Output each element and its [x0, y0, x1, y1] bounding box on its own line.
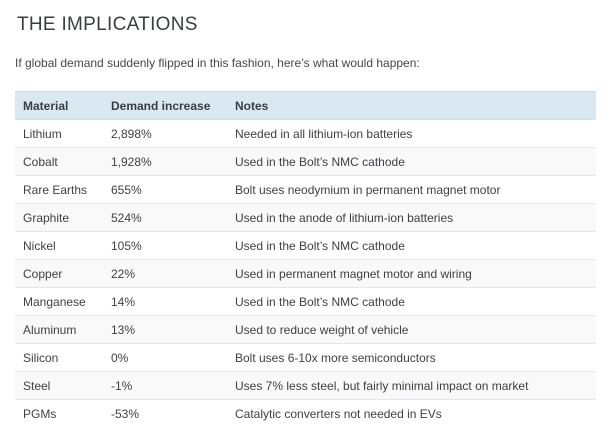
table-row: Steel-1%Uses 7% less steel, but fairly m… [15, 372, 596, 400]
table-header: Material Demand increase Notes [15, 92, 596, 120]
notes-cell: Needed in all lithium-ion batteries [227, 120, 596, 148]
demand-increase-cell: 655% [103, 176, 227, 204]
notes-cell: Used in the Bolt’s NMC cathode [227, 232, 596, 260]
demand-increase-cell: 13% [103, 316, 227, 344]
table-header-row: Material Demand increase Notes [15, 92, 596, 120]
column-header-demand-increase: Demand increase [103, 92, 227, 120]
material-cell: Lithium [15, 120, 103, 148]
notes-cell: Used in permanent magnet motor and wirin… [227, 260, 596, 288]
page-subtitle: If global demand suddenly flipped in thi… [15, 56, 596, 70]
material-cell: Manganese [15, 288, 103, 316]
page-title: THE IMPLICATIONS [17, 14, 596, 36]
notes-cell: Uses 7% less steel, but fairly minimal i… [227, 372, 596, 400]
column-header-material: Material [15, 92, 103, 120]
demand-increase-cell: 14% [103, 288, 227, 316]
notes-cell: Used in the anode of lithium-ion batteri… [227, 204, 596, 232]
table-row: PGMs-53%Catalytic converters not needed … [15, 400, 596, 427]
demand-increase-cell: 524% [103, 204, 227, 232]
demand-increase-cell: 0% [103, 344, 227, 372]
material-cell: Aluminum [15, 316, 103, 344]
notes-cell: Bolt uses 6-10x more semiconductors [227, 344, 596, 372]
demand-increase-cell: 22% [103, 260, 227, 288]
notes-cell: Used in the Bolt’s NMC cathode [227, 148, 596, 176]
material-cell: Copper [15, 260, 103, 288]
demand-increase-cell: -1% [103, 372, 227, 400]
material-cell: Rare Earths [15, 176, 103, 204]
notes-cell: Used to reduce weight of vehicle [227, 316, 596, 344]
notes-cell: Catalytic converters not needed in EVs [227, 400, 596, 427]
material-cell: Steel [15, 372, 103, 400]
demand-increase-cell: 105% [103, 232, 227, 260]
column-header-notes: Notes [227, 92, 596, 120]
demand-increase-cell: 1,928% [103, 148, 227, 176]
notes-cell: Used in the Bolt’s NMC cathode [227, 288, 596, 316]
material-cell: Cobalt [15, 148, 103, 176]
material-cell: Graphite [15, 204, 103, 232]
demand-increase-cell: 2,898% [103, 120, 227, 148]
notes-cell: Bolt uses neodymium in permanent magnet … [227, 176, 596, 204]
material-cell: PGMs [15, 400, 103, 427]
demand-increase-cell: -53% [103, 400, 227, 427]
material-cell: Nickel [15, 232, 103, 260]
material-cell: Silicon [15, 344, 103, 372]
